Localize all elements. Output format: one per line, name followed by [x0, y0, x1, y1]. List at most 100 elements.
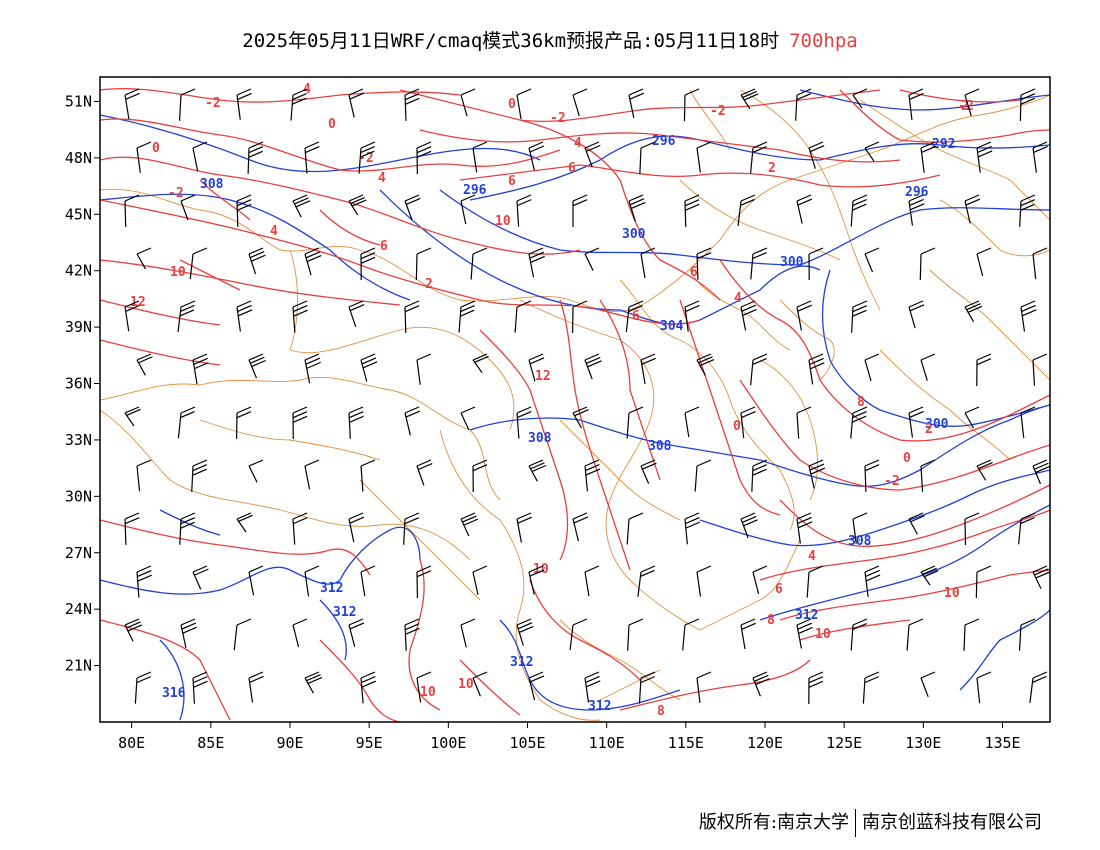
y-tick-label: 48N — [65, 149, 92, 167]
wind-barb — [136, 459, 152, 492]
wind-barb — [358, 141, 376, 174]
wind-barb — [235, 406, 252, 439]
wind-barb — [796, 618, 813, 649]
temp-label: 4 — [270, 224, 278, 239]
temp-label: 0 — [508, 97, 516, 112]
wind-barb — [740, 300, 757, 331]
wind-barb — [304, 141, 320, 174]
x-tick-label: 100E — [430, 734, 466, 752]
wind-barb — [749, 141, 768, 174]
wind-barb — [460, 194, 476, 225]
wind-barb — [248, 565, 264, 596]
temp-label: -2 — [168, 186, 184, 201]
wind-barb — [908, 300, 925, 329]
wind-barb — [292, 618, 308, 648]
height-label: 312 — [320, 581, 343, 596]
wind-barb — [862, 671, 880, 704]
longitude-axis: 80E 85E 90E 95E 100E 105E 110E 115E 120E 125E 130E… — [118, 722, 1021, 752]
wind-barb — [976, 353, 992, 386]
wind-barb — [304, 565, 320, 597]
wind-barb — [806, 565, 824, 598]
wind-barb — [963, 618, 980, 651]
height-label: 300 — [780, 255, 804, 270]
wind-barb — [192, 565, 209, 590]
copyright-right: 南京创蓝科技有限公司 — [862, 812, 1042, 833]
temp-label: 4 — [734, 291, 742, 306]
wind-barb — [919, 247, 936, 280]
wind-barb — [584, 141, 601, 168]
temp-label: 0 — [328, 117, 336, 132]
wind-barb — [136, 247, 152, 270]
wind-barb — [136, 565, 152, 598]
x-tick-label: 115E — [668, 734, 704, 752]
wind-barb — [908, 512, 925, 535]
wind-barb — [1020, 300, 1037, 332]
wind-barb — [628, 88, 645, 119]
height-labels: 308 296 296 292 296 300 300 304 300 308 … — [162, 134, 955, 714]
temp-label: 10 — [944, 586, 960, 601]
x-tick-label: 80E — [118, 734, 145, 752]
wind-barb — [626, 512, 644, 545]
wind-barb — [908, 88, 924, 121]
wind-barb — [416, 353, 432, 385]
wind-barb — [920, 671, 936, 698]
wind-barb — [696, 565, 712, 597]
wind-barb — [348, 618, 365, 647]
copyright-separator — [855, 809, 856, 837]
wind-barb — [964, 406, 980, 429]
wind-barb — [304, 459, 320, 490]
wind-barb — [360, 459, 376, 492]
temp-label: 6 — [568, 161, 576, 176]
wind-barb — [964, 88, 980, 117]
height-contours — [100, 89, 1050, 721]
height-label: 304 — [660, 319, 684, 334]
wind-barb — [1019, 88, 1036, 121]
wind-barb — [404, 88, 420, 121]
wind-barb — [192, 353, 209, 385]
wind-barb — [528, 247, 545, 278]
wind-barb — [584, 671, 601, 703]
temperature-labels: -2 4 0 -2 0 -2 4 0 -2 -2 -2 6 6 2 4 6 2 … — [130, 82, 974, 719]
temp-label: 10 — [495, 214, 511, 229]
copyright-left: 版权所有:南京大学 — [698, 812, 849, 833]
height-label: 300 — [622, 227, 646, 242]
temp-label: 10 — [170, 265, 186, 280]
wind-barb — [975, 565, 992, 598]
y-tick-label: 45N — [65, 205, 92, 223]
y-tick-label: 24N — [65, 600, 92, 618]
wind-barb — [404, 406, 421, 436]
wind-barb — [906, 618, 924, 651]
wind-barb — [684, 300, 700, 332]
wind-barb — [908, 406, 924, 438]
wind-barb — [850, 194, 868, 227]
wind-barb — [177, 300, 196, 332]
height-label: 312 — [510, 655, 533, 670]
y-tick-label: 30N — [65, 487, 92, 505]
wind-barb — [584, 565, 600, 597]
wind-barb — [684, 406, 700, 438]
temp-label: 8 — [857, 395, 865, 410]
wind-barb — [796, 512, 813, 544]
wind-barb — [134, 671, 152, 704]
wind-barb — [528, 141, 545, 171]
wind-barb — [750, 353, 768, 386]
wind-barb — [416, 671, 432, 703]
wind-barb — [850, 406, 868, 439]
wind-barb — [964, 194, 981, 224]
wind-barb — [683, 88, 700, 121]
wind-barb — [124, 300, 140, 332]
wind-barb — [516, 88, 532, 120]
wind-barb — [348, 406, 364, 439]
x-tick-label: 135E — [984, 734, 1020, 752]
x-tick-label: 120E — [747, 734, 783, 752]
temp-label: 12 — [535, 369, 551, 384]
wind-barb — [737, 194, 756, 226]
wind-barb — [516, 406, 532, 439]
wind-barb — [292, 406, 308, 439]
wind-barb — [640, 247, 656, 279]
wind-barb — [696, 141, 712, 173]
wind-barb — [416, 141, 432, 174]
temp-label: 6 — [775, 582, 783, 597]
wind-barb — [247, 141, 264, 174]
